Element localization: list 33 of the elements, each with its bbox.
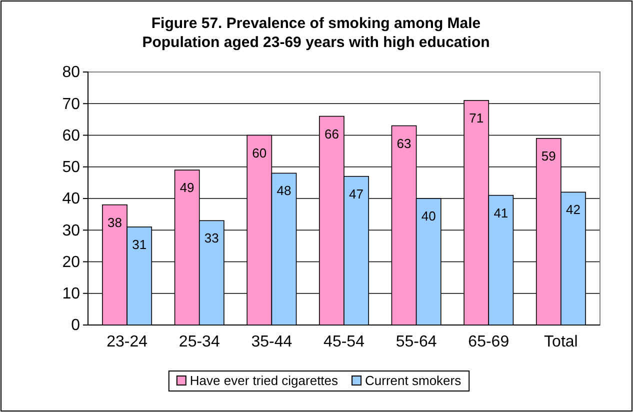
x-tick-label: 25-34 [178,333,220,350]
y-tick-label: 70 [62,96,80,113]
data-label: 59 [541,148,556,164]
data-label: 71 [469,110,484,126]
x-tick-label: 23-24 [106,333,148,350]
y-tick-label: 0 [71,317,80,334]
data-label: 60 [252,145,267,160]
data-label: 49 [180,180,194,196]
y-tick-label: 80 [62,64,80,82]
legend-label: Have ever tried cigarettes [190,373,339,388]
data-label: 31 [132,236,147,252]
data-label: 66 [324,126,339,142]
data-label: 41 [494,205,508,220]
y-tick-label: 50 [62,158,80,176]
data-label: 33 [204,230,219,246]
y-tick-label: 30 [62,222,80,240]
y-tick-label: 40 [62,190,80,208]
data-label: 38 [108,214,122,230]
x-tick-label: 35-44 [251,333,292,350]
x-tick-label: 45-54 [324,333,365,350]
x-tick-label: 65-69 [468,333,510,350]
x-tick-label: Total [544,333,578,350]
data-label: 48 [276,183,292,198]
chart-title: Figure 57. Prevalence of smoking among Male Population aged 23-69 years with high education [142,15,490,51]
y-tick-label: 10 [62,285,80,302]
data-label: 42 [566,202,580,218]
legend-label: Current smokers [365,373,462,388]
y-tick-label: 20 [62,254,80,271]
y-tick-label: 60 [62,127,80,144]
data-label: 47 [349,186,364,202]
data-label: 40 [421,208,436,224]
data-label: 63 [396,136,412,151]
x-tick-label: 55-64 [396,333,437,350]
